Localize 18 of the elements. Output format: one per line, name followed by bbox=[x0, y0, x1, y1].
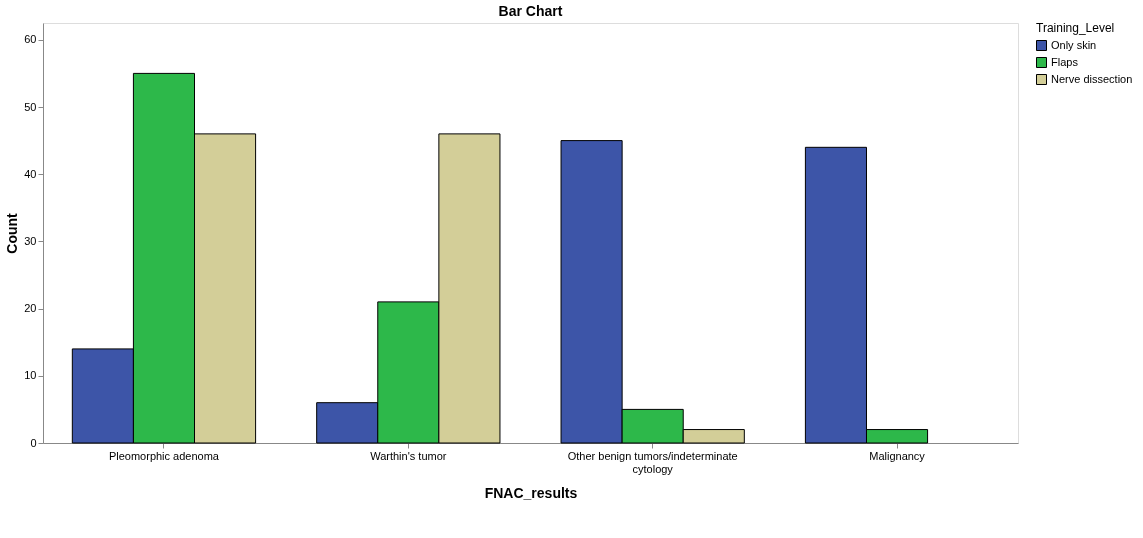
legend-label: Nerve dissection bbox=[1051, 72, 1133, 85]
x-tick-label: Warthin's tumor bbox=[370, 449, 447, 462]
y-tick-label: 30 bbox=[24, 234, 37, 247]
y-tick-label: 50 bbox=[24, 100, 37, 113]
y-tick-label: 60 bbox=[24, 33, 37, 46]
legend-label: Flaps bbox=[1051, 55, 1079, 68]
y-tick-label: 10 bbox=[24, 369, 37, 382]
legend-label: Only skin bbox=[1051, 38, 1097, 51]
y-tick-label: 40 bbox=[24, 167, 37, 180]
x-tick-label: Pleomorphic adenoma bbox=[108, 449, 220, 462]
y-tick-label: 20 bbox=[24, 302, 37, 315]
x-tick-label: Malignancy bbox=[869, 449, 926, 462]
y-axis-title: Count bbox=[4, 212, 21, 254]
x-tick-label: Other benign tumors/indeterminate cytology bbox=[567, 449, 738, 475]
x-axis-title: FNAC_results bbox=[484, 484, 578, 501]
chart-title: Bar Chart bbox=[498, 3, 563, 19]
y-tick-label: 0 bbox=[30, 436, 37, 449]
legend-title: Training_Level bbox=[1036, 21, 1115, 35]
